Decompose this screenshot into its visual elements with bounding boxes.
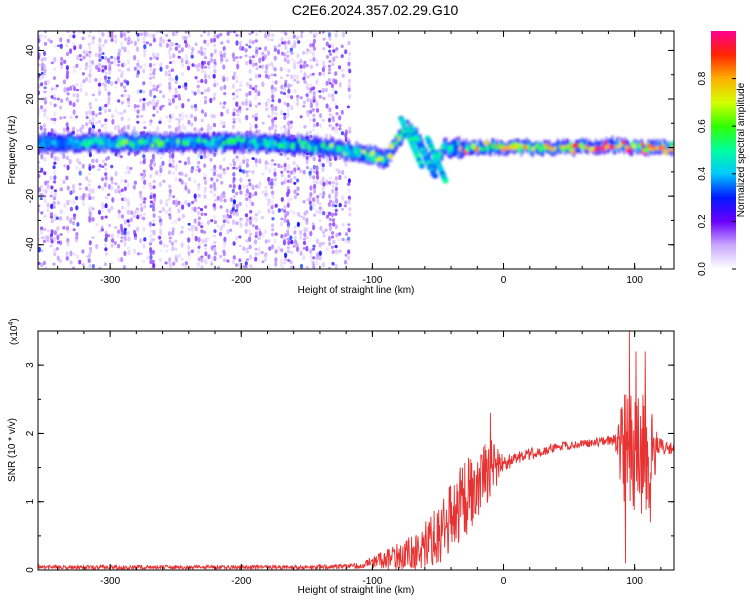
x-tick-label: 0: [501, 275, 507, 286]
snr-plot-area: [38, 331, 674, 570]
figure-title: C2E6.2024.357.02.29.G10: [291, 2, 459, 18]
y-tick-label: 20: [25, 93, 36, 105]
x-tick-label: -300: [100, 576, 120, 587]
x-tick-label: -200: [231, 275, 251, 286]
snr-y-axis-label: SNR (10 * v/v): [7, 418, 18, 482]
colorbar-tick-label: 0.4: [697, 166, 708, 180]
colorbar-gradient: [711, 31, 736, 269]
snr-series-line: [38, 331, 674, 570]
colorbar-tick-label: 0.0: [697, 262, 708, 276]
x-tick-label: -100: [362, 275, 382, 286]
y-tick-label: 0: [25, 144, 36, 150]
x-tick-label: 100: [626, 275, 643, 286]
x-tick-label: -300: [100, 275, 120, 286]
y-tick-label: 40: [25, 44, 36, 56]
y-tick-label: -20: [25, 188, 36, 203]
x-tick-label: 0: [501, 576, 507, 587]
colorbar-label: Normalized spectral amplitude: [736, 82, 747, 217]
colorbar-tick-label: 0.2: [697, 214, 708, 228]
x-tick-label: -100: [362, 576, 382, 587]
colorbar-axis: 0.0 0.2 0.4 0.6 0.8: [697, 71, 736, 276]
snr-y-multiplier: (x104): [8, 318, 20, 345]
x-tick-label: 100: [626, 576, 643, 587]
spectrogram-y-axis-label: Frequency (Hz): [7, 116, 18, 185]
x-tick-label: -200: [231, 576, 251, 587]
spectrogram-signal-band: [38, 116, 674, 184]
snr-panel: -300 -200 -100 0 100 0 1 2 3 Height of straight …: [7, 318, 675, 596]
colorbar-tick-label: 0.6: [697, 119, 708, 133]
y-tick-label: 3: [25, 362, 36, 368]
y-tick-label: 2: [25, 430, 36, 436]
y-tick-label: 1: [25, 498, 36, 504]
y-tick-label: 0: [25, 567, 36, 573]
colorbar-tick-label: 0.8: [697, 71, 708, 85]
snr-x-axis-label: Height of straight line (km): [298, 585, 415, 596]
colorbar: 0.0 0.2 0.4 0.6 0.8 Normalized spectral ampl…: [697, 31, 747, 276]
spectrogram-x-axis-label: Height of straight line (km): [298, 285, 415, 296]
y-tick-label: -40: [25, 237, 36, 252]
snr-axes: -300 -200 -100 0 100 0 1 2 3: [25, 330, 675, 587]
